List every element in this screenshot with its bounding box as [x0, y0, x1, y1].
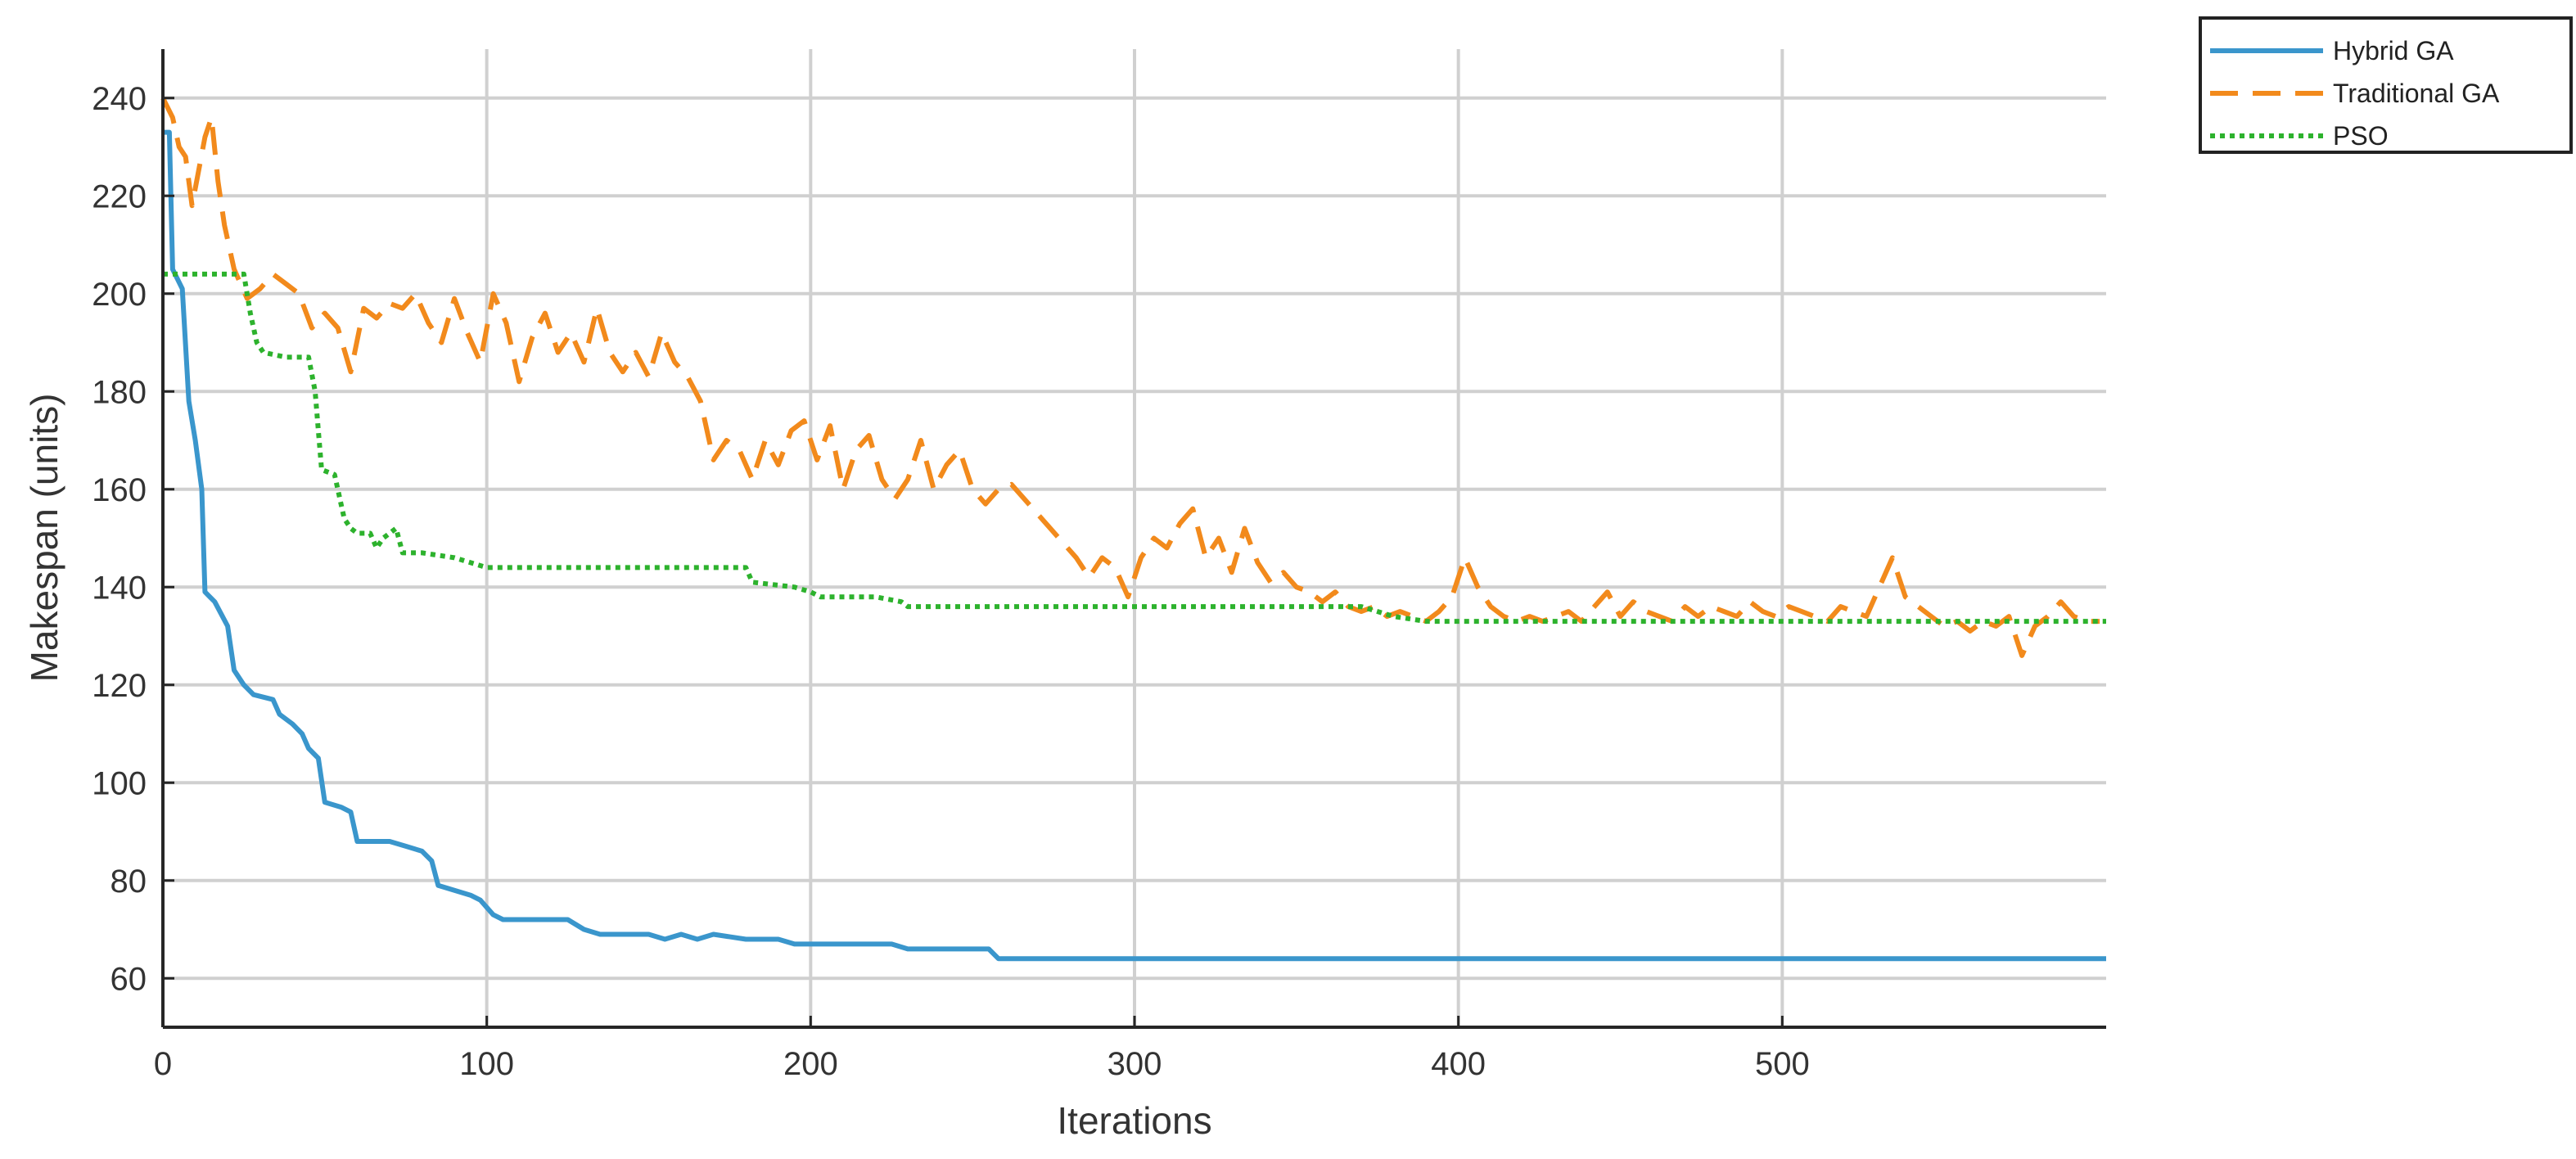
legend-label-pso: PSO — [2333, 121, 2389, 151]
y-tick-label: 180 — [92, 374, 147, 410]
x-tick-label: 0 — [154, 1046, 172, 1082]
grid — [163, 49, 2106, 1027]
legend-label-traditional-ga: Traditional GA — [2333, 79, 2500, 108]
tick-labels: 0 100 200 300 400 500 60 80 100 120 140 160 180 200 22… — [92, 81, 1809, 1082]
x-axis-title: Iterations — [1057, 1099, 1211, 1142]
axes — [161, 49, 2106, 1029]
y-tick-label: 220 — [92, 178, 147, 214]
legend: Hybrid GA Traditional GA PSO — [2199, 16, 2573, 154]
x-tick-label: 200 — [783, 1046, 838, 1082]
y-tick-label: 240 — [92, 81, 147, 117]
y-axis-title: Makespan (units) — [23, 394, 65, 683]
legend-label-hybrid-ga: Hybrid GA — [2333, 36, 2454, 65]
series-line-traditional-ga — [160, 97, 2100, 658]
series-line-hybrid-ga — [163, 129, 2106, 962]
x-tick-label: 100 — [459, 1046, 514, 1082]
legend-box — [2199, 16, 2573, 154]
y-tick-label: 200 — [92, 277, 147, 313]
series-lines — [160, 97, 2106, 962]
x-tick-label: 400 — [1431, 1046, 1486, 1082]
y-tick-label: 80 — [111, 864, 147, 900]
x-tick-label: 300 — [1108, 1046, 1162, 1082]
y-tick-label: 120 — [92, 668, 147, 704]
y-tick-label: 140 — [92, 570, 147, 606]
y-tick-label: 60 — [111, 961, 147, 997]
y-tick-label: 160 — [92, 472, 147, 508]
y-tick-label: 100 — [92, 765, 147, 801]
x-tick-label: 500 — [1755, 1046, 1810, 1082]
